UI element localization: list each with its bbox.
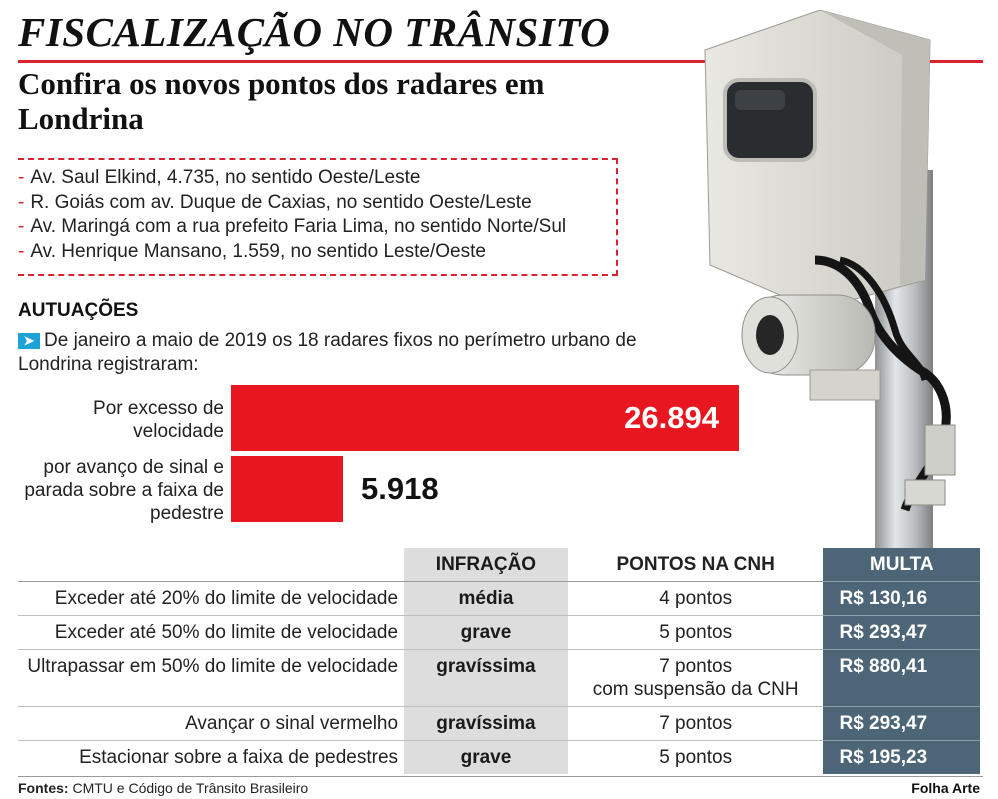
page-subtitle: Confira os novos pontos dos radares em L…	[18, 66, 545, 136]
section-title-autuacoes: AUTUAÇÕES	[18, 300, 139, 321]
radar-point: - Av. Maringá com a rua prefeito Faria Li…	[18, 216, 567, 237]
row-description: Avançar o sinal vermelho	[18, 706, 405, 741]
bar-avanco-sinal	[231, 456, 343, 522]
header-multa: MULTA	[823, 548, 980, 582]
radar-point: - R. Goiás com av. Duque de Caxias, no se…	[18, 191, 532, 213]
row-description: Exceder até 20% do limite de velocidade	[18, 581, 405, 616]
row-infracao: gravíssima	[404, 706, 568, 741]
table-row: Ultrapassar em 50% do limite de velocida…	[18, 649, 980, 707]
header-pontos: PONTOS NA CNH	[567, 548, 824, 582]
row-multa: R$ 130,16	[823, 581, 980, 616]
table-row: Avançar o sinal vermelho gravíssima 7 po…	[18, 706, 980, 741]
autuacoes-intro: ➤ De janeiro a maio de 2019 os 18 radares…	[18, 330, 637, 375]
header-infracao: INFRAÇÃO	[404, 548, 568, 582]
arrow-right-icon: ➤	[18, 333, 40, 349]
row-infracao: grave	[404, 615, 568, 650]
radar-camera-illustration	[704, 10, 956, 555]
table-row: Estacionar sobre a faixa de pedestres gr…	[18, 740, 980, 774]
penalties-table: INFRAÇÃO PONTOS NA CNH MULTA Exceder até…	[18, 548, 980, 774]
row-pontos: 7 pontos com suspensão da CNH	[567, 649, 824, 707]
radar-point: - Av. Henrique Mansano, 1.559, no sentido…	[18, 240, 486, 262]
table-row: Exceder até 50% do limite de velocidade …	[18, 615, 980, 650]
title-divider	[18, 60, 983, 63]
bar-value-label: 5.918	[361, 471, 439, 506]
bar-excesso-velocidade	[231, 385, 739, 451]
row-pontos: 7 pontos	[567, 706, 824, 741]
bar-value-label: 26.894	[624, 400, 719, 435]
row-infracao: grave	[404, 740, 568, 774]
row-pontos: 5 pontos	[567, 740, 824, 774]
row-multa: R$ 195,23	[823, 740, 980, 774]
row-pontos: 4 pontos	[567, 581, 824, 616]
footer-divider	[18, 776, 983, 777]
row-description: Estacionar sobre a faixa de pedestres	[18, 740, 405, 774]
bar-label: Por excesso de velocidade	[93, 398, 224, 442]
page-title: FISCALIZAÇÃO NO TRÂNSITO	[18, 9, 611, 55]
table-row: Exceder até 20% do limite de velocidade …	[18, 581, 980, 616]
row-description: Exceder até 50% do limite de velocidade	[18, 615, 405, 650]
row-infracao: gravíssima	[404, 649, 568, 707]
sources: Fontes: CMTU e Código de Trânsito Brasil…	[18, 780, 309, 796]
row-pontos: 5 pontos	[567, 615, 824, 650]
row-infracao: média	[404, 581, 568, 616]
row-multa: R$ 293,47	[823, 615, 980, 650]
radar-point: - Av. Saul Elkind, 4.735, no sentido Oest…	[18, 167, 421, 188]
row-description: Ultrapassar em 50% do limite de velocida…	[18, 649, 405, 707]
table-header-row: INFRAÇÃO PONTOS NA CNH MULTA	[18, 548, 980, 582]
credit: Folha Arte	[911, 780, 980, 796]
radar-points-box: - Av. Saul Elkind, 4.735, no sentido Oest…	[18, 158, 618, 276]
row-multa: R$ 293,47	[823, 706, 980, 741]
row-multa: R$ 880,41	[823, 649, 980, 707]
bar-label: por avanço de sinal e parada sobre a fai…	[24, 457, 224, 524]
